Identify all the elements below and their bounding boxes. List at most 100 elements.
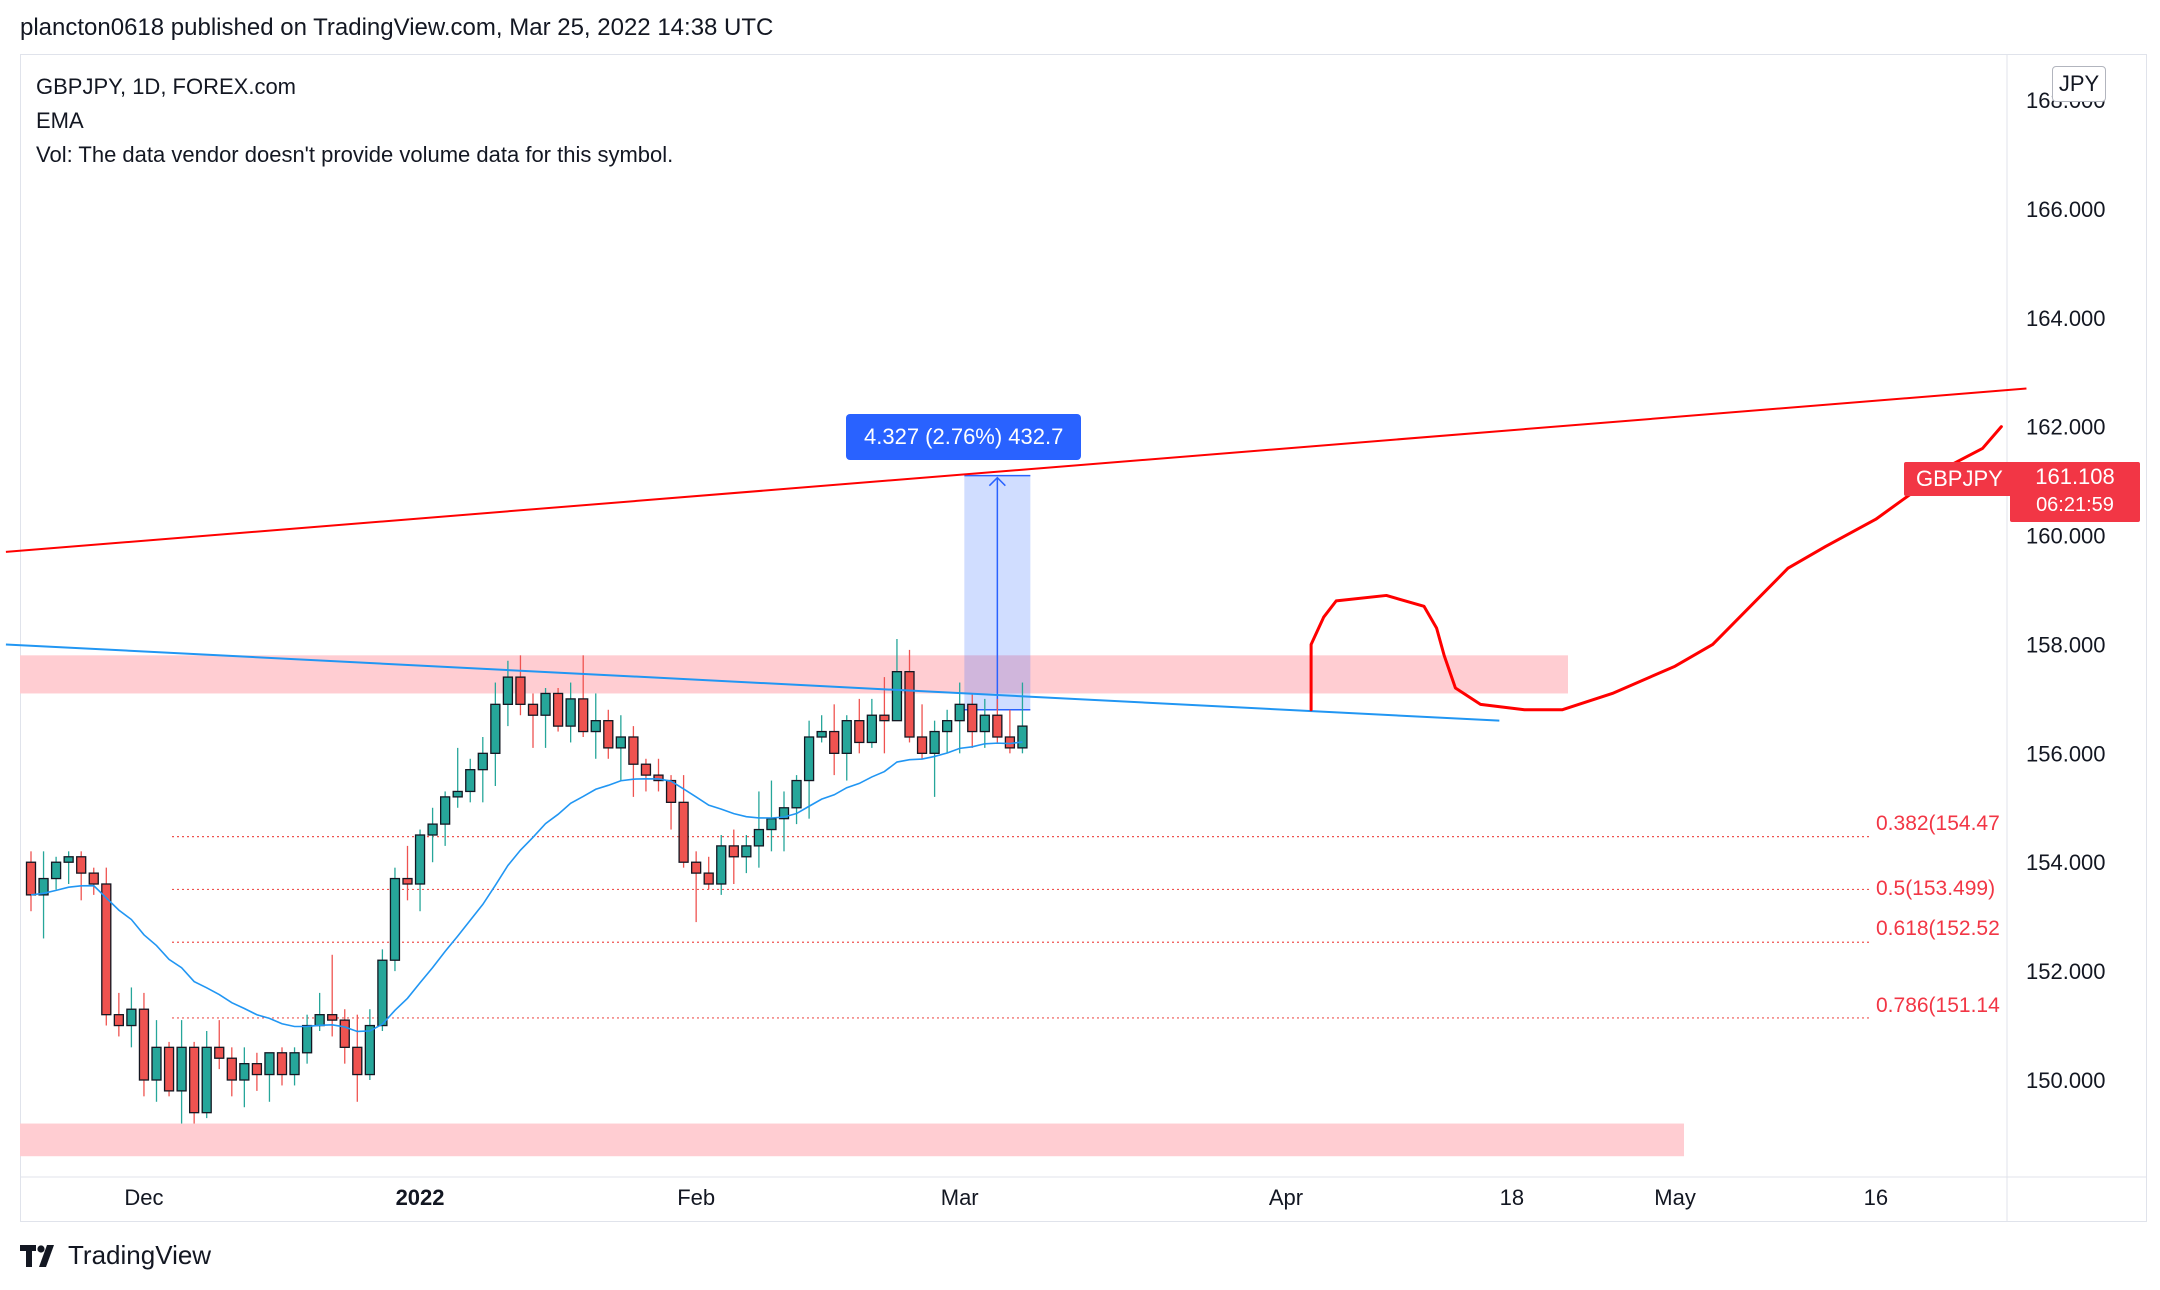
candle-body-10[interactable] [151,1046,162,1081]
candle-body-24[interactable] [327,1014,338,1021]
candle-body-66[interactable] [854,720,865,744]
candle-body-35[interactable] [465,769,476,793]
candle-body-79[interactable] [1017,725,1028,749]
candle-body-2[interactable] [50,861,62,880]
candle-body-49[interactable] [640,763,652,776]
measure-arrow-head [988,476,1006,487]
candle-body-61[interactable] [791,779,802,809]
candle-body-27[interactable] [364,1024,376,1076]
candle-body-77[interactable] [992,714,1003,738]
x-tick-label: Feb [677,1185,715,1210]
x-tick-label: 16 [1864,1185,1888,1210]
candle-body-28[interactable] [377,959,388,1027]
x-tick-label: Mar [941,1185,979,1210]
candle-body-15[interactable] [214,1046,225,1059]
candle-body-39[interactable] [515,676,526,705]
candle-body-58[interactable] [753,828,765,847]
y-tick-label: 166.000 [2026,197,2106,222]
candle-body-8[interactable] [126,1008,137,1027]
candle-body-48[interactable] [628,736,639,765]
candle-body-1[interactable] [38,877,49,896]
candle-body-21[interactable] [289,1052,300,1076]
candle-body-47[interactable] [615,736,626,749]
tradingview-logo[interactable]: TradingView [20,1240,211,1271]
candle-body-5[interactable] [88,872,99,885]
candle-body-14[interactable] [201,1046,212,1114]
trendline-red[interactable] [5,387,2027,553]
candle-body-0[interactable] [25,861,37,896]
legend-ema[interactable]: EMA [36,108,84,133]
candle-body-64[interactable] [829,730,840,754]
candle-body-16[interactable] [226,1057,237,1081]
measure-label[interactable]: 4.327 (2.76%) 432.7 [846,414,1082,460]
candle-body-3[interactable] [63,856,74,863]
candle-body-9[interactable] [138,1008,150,1081]
candle-body-30[interactable] [402,877,413,885]
candle-body-62[interactable] [803,736,815,782]
chart-frame[interactable] [20,54,2147,1222]
candle-body-45[interactable] [590,720,601,733]
candle-body-70[interactable] [904,671,915,738]
candle-body-69[interactable] [891,671,903,722]
ema-line[interactable] [30,741,1023,1033]
candle-body-54[interactable] [703,872,714,885]
candle-body-7[interactable] [113,1014,124,1027]
candle-body-56[interactable] [728,845,739,858]
fib-label-0382: 0.382(154.47 [1876,812,2000,835]
projection-curve[interactable] [1309,425,2003,712]
candle-body-55[interactable] [716,845,727,885]
candle-body-19[interactable] [264,1052,275,1076]
candle-body-36[interactable] [477,752,488,771]
candle-body-50[interactable] [653,774,664,782]
candle-body-29[interactable] [389,877,401,961]
candle-body-20[interactable] [276,1052,288,1076]
currency-button[interactable]: JPY [2052,66,2106,102]
candle-body-6[interactable] [101,883,112,1016]
candle-body-44[interactable] [578,698,589,733]
last-price-tag: 161.108 06:21:59 [2010,462,2140,522]
candle-body-22[interactable] [301,1024,313,1054]
candle-body-34[interactable] [452,790,463,798]
candle-body-72[interactable] [929,730,940,754]
candle-body-76[interactable] [979,714,990,733]
candle-body-18[interactable] [251,1063,263,1076]
candle-body-42[interactable] [552,692,564,727]
candle-body-33[interactable] [439,796,451,825]
candle-body-26[interactable] [352,1046,363,1076]
candle-body-37[interactable] [490,703,501,754]
candle-body-46[interactable] [603,720,614,749]
legend-symbol[interactable]: GBPJPY, 1D, FOREX.com [36,74,297,99]
candle-body-23[interactable] [314,1014,325,1027]
candle-body-41[interactable] [540,692,551,716]
candle-body-75[interactable] [967,703,978,733]
candle-body-53[interactable] [691,861,702,874]
candle-body-12[interactable] [176,1046,187,1092]
candle-body-17[interactable] [239,1063,250,1081]
candle-body-73[interactable] [942,720,953,733]
candle-body-71[interactable] [916,736,928,754]
candle-body-31[interactable] [414,834,426,885]
candle-body-60[interactable] [778,807,790,820]
candle-body-63[interactable] [816,730,827,738]
candle-body-43[interactable] [565,698,576,727]
candle-body-40[interactable] [527,703,539,716]
candle-body-13[interactable] [188,1046,200,1114]
candle-body-38[interactable] [502,676,514,705]
zone-rect-0[interactable] [20,655,1568,694]
y-tick-label: 150.000 [2026,1068,2106,1093]
candle-body-59[interactable] [766,818,777,831]
candle-body-68[interactable] [879,714,890,722]
candle-body-25[interactable] [339,1019,350,1048]
fib-label-05: 0.5(153.499) [1876,877,1996,900]
candle-body-67[interactable] [866,714,877,744]
candle-body-4[interactable] [76,856,87,874]
candle-body-52[interactable] [678,801,689,863]
candle-body-32[interactable] [427,823,438,836]
candle-body-11[interactable] [163,1046,175,1092]
zone-rect-1[interactable] [20,1123,1684,1157]
candle-body-65[interactable] [841,720,852,754]
trendline-blue[interactable] [5,643,1500,722]
candle-body-74[interactable] [954,703,965,722]
candle-body-57[interactable] [741,845,752,858]
